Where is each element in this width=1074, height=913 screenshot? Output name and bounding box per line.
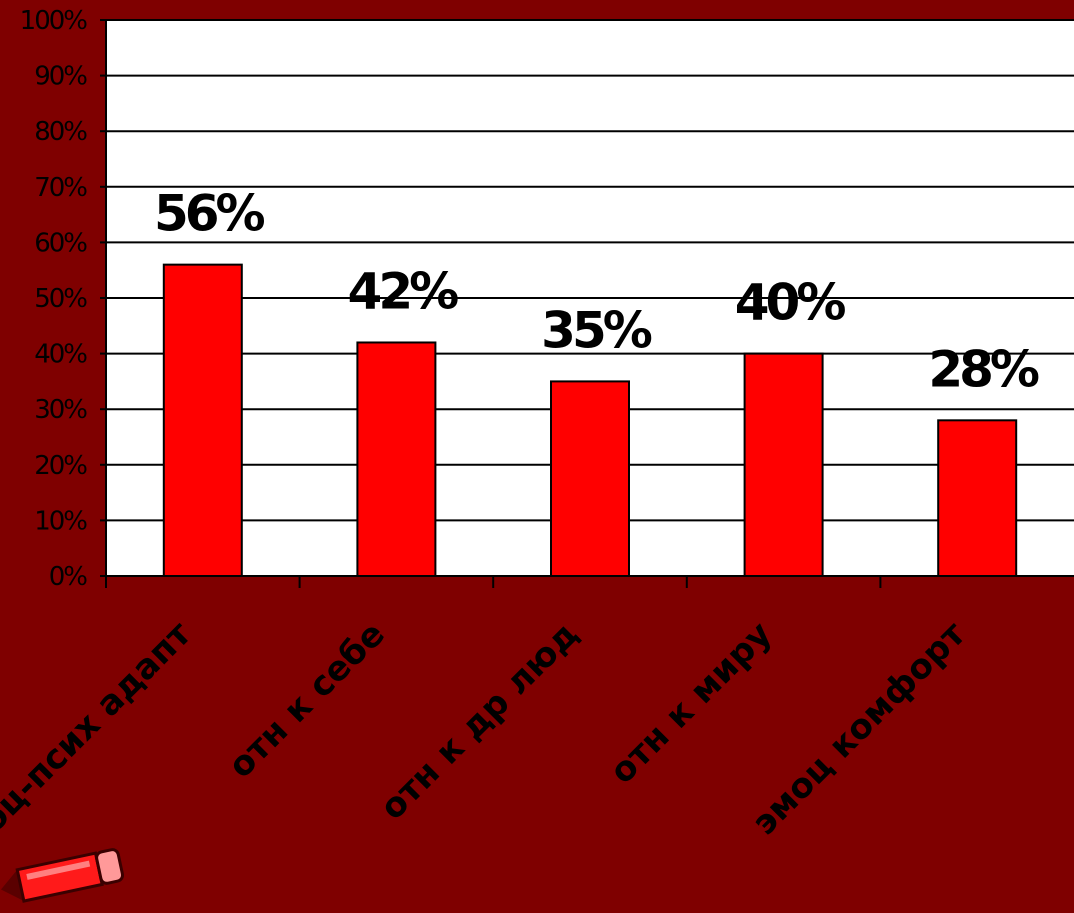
y-tick-label: 90% — [34, 62, 87, 92]
data-label: 42% — [348, 262, 459, 320]
x-category-label: отн к миру — [602, 614, 780, 792]
y-axis-tick-labels: 0% 10% 20% 30% 40% 50% 60% 70% 80% 90% 100% — [20, 6, 90, 592]
y-tick-label: 50% — [34, 284, 87, 314]
x-category-label: эмоц комфорт — [745, 614, 974, 843]
x-category-label: соц-псих адапт — [0, 614, 199, 855]
x-category-label: отн к себе — [221, 614, 393, 786]
y-tick-label: 100% — [20, 6, 88, 36]
y-tick-label: 0% — [49, 562, 88, 592]
y-tick-label: 70% — [34, 173, 87, 203]
y-tick-label: 20% — [34, 451, 87, 481]
bar — [743, 352, 824, 577]
data-label: 35% — [541, 301, 652, 359]
bar — [162, 263, 243, 577]
y-tick-label: 60% — [34, 228, 87, 258]
pencil-icon — [1, 848, 125, 903]
bars — [162, 263, 1018, 578]
x-category-label: отн к др люд — [373, 614, 587, 828]
bar — [550, 380, 630, 577]
data-label: 28% — [928, 340, 1039, 398]
data-label: 56% — [154, 185, 265, 243]
data-label: 40% — [735, 274, 846, 332]
y-tick-label: 30% — [34, 395, 87, 425]
y-tick-label: 10% — [34, 506, 87, 536]
bar — [937, 419, 1018, 577]
data-labels: 56% 42% 35% 40% 28% — [154, 185, 1043, 399]
axes — [100, 19, 1074, 588]
y-tick-label: 80% — [34, 117, 87, 147]
bar — [356, 341, 437, 578]
y-tick-label: 40% — [34, 340, 87, 370]
